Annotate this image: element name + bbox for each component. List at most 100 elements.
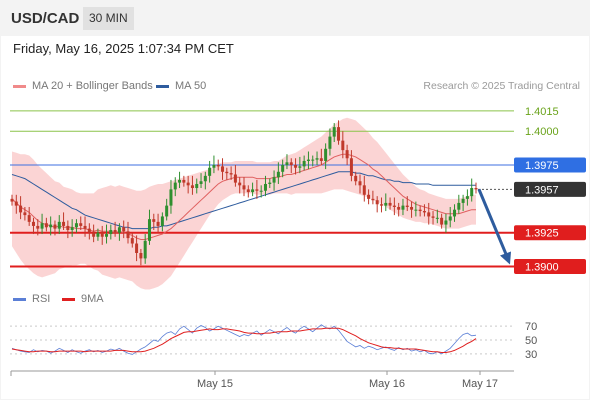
candle-body — [306, 159, 310, 161]
candle-body — [328, 136, 332, 149]
datetime-label: Friday, May 16, 2025 1:07:34 PM CET — [13, 41, 234, 56]
candle-body — [251, 189, 255, 193]
candle-body — [36, 225, 40, 229]
candle-body — [427, 212, 431, 217]
candle-body — [92, 232, 96, 237]
forecast-arrow-head — [500, 251, 511, 265]
candle-body — [263, 183, 267, 191]
candle-body — [156, 221, 160, 226]
candle-body — [165, 205, 169, 217]
candle-body — [384, 202, 388, 206]
bollinger-band — [12, 117, 476, 290]
legend-rsi: RSI — [13, 293, 50, 305]
ma50-line — [11, 171, 476, 230]
candle-body — [470, 188, 474, 197]
candle-body — [414, 209, 418, 211]
candle-body — [96, 232, 100, 237]
candle-body — [160, 216, 164, 226]
candle-body — [431, 216, 435, 218]
candle-body — [401, 205, 405, 210]
candle-body — [444, 220, 448, 225]
candle-body — [53, 224, 57, 229]
candle-body — [169, 189, 173, 206]
x-tick-label: May 17 — [462, 378, 498, 390]
candle-body — [135, 243, 139, 253]
candle-body — [345, 150, 349, 159]
candle-body — [83, 225, 87, 229]
candle-body — [457, 202, 461, 210]
candle-body — [246, 189, 250, 193]
candle-body — [285, 162, 289, 166]
rsi-label: RSI — [32, 293, 51, 305]
candle-body — [337, 127, 341, 141]
x-tick-label: May 15 — [197, 378, 233, 390]
legend-ma20: MA 20 + Bollinger Bands — [13, 80, 153, 92]
resistance-label-box — [514, 157, 586, 173]
candle-body — [435, 217, 439, 219]
legend-ma50: MA 50 — [156, 80, 206, 92]
candle-body — [19, 205, 23, 213]
candle-body — [100, 232, 104, 237]
candle-body — [233, 174, 237, 183]
candle-body — [117, 227, 121, 233]
candle-body — [199, 181, 203, 184]
candle-body — [195, 183, 199, 189]
candle-body — [362, 185, 366, 195]
ma20-swatch — [13, 84, 26, 88]
candle-body — [31, 221, 35, 226]
candle-body — [272, 177, 276, 183]
candle-body — [268, 182, 272, 184]
forecast-arrow-shaft — [477, 188, 509, 258]
candle-body — [315, 158, 319, 160]
candle-body — [225, 171, 229, 174]
candle-body — [319, 158, 323, 161]
candle-body — [410, 206, 414, 210]
candle-body — [79, 223, 83, 226]
candle-body — [57, 221, 61, 229]
support-label: 1.3925 — [525, 228, 559, 240]
candle-body — [465, 196, 469, 199]
candle-body — [448, 216, 452, 221]
candle-body — [358, 181, 362, 186]
candle-body — [221, 166, 225, 172]
last-label: 1.3957 — [525, 184, 559, 196]
candle-body — [147, 219, 151, 241]
ma20-label: MA 20 + Bollinger Bands — [32, 80, 153, 92]
candle-body — [298, 166, 302, 168]
candle-body — [371, 198, 375, 201]
candle-body — [392, 205, 396, 207]
candle-body — [186, 182, 190, 186]
timeframe-selector[interactable]: 30 MIN — [83, 7, 134, 30]
candle-body — [10, 198, 14, 202]
candle-body — [418, 209, 422, 212]
support-label-box — [514, 259, 586, 275]
rsi-tick-label: 30 — [525, 349, 537, 361]
candle-body — [289, 162, 293, 166]
header-bar: USD/CAD 30 MIN — [0, 0, 590, 36]
candle-body — [229, 173, 233, 175]
candle-body — [203, 175, 207, 182]
candle-body — [255, 189, 259, 191]
candle-body — [44, 223, 48, 228]
research-credit: Research © 2025 Trading Central — [423, 80, 580, 92]
candle-body — [474, 188, 478, 190]
candle-body — [238, 182, 242, 186]
candle-body — [349, 158, 353, 176]
target-label: 1.4000 — [525, 126, 559, 138]
support-label-box — [514, 225, 586, 241]
ma50-swatch — [156, 84, 169, 88]
candle-body — [397, 206, 401, 210]
candle-body — [212, 165, 216, 168]
candle-body — [178, 179, 182, 183]
x-tick-label: May 16 — [369, 378, 405, 390]
candle-body — [405, 205, 409, 207]
candle-body — [126, 231, 130, 239]
candle-body — [440, 217, 444, 225]
candle-body — [379, 204, 383, 206]
candle-body — [422, 211, 426, 213]
rsi-ma-swatch — [62, 297, 75, 301]
rsi-swatch — [13, 297, 26, 301]
candle-body — [66, 225, 70, 230]
candle-body — [113, 229, 117, 233]
